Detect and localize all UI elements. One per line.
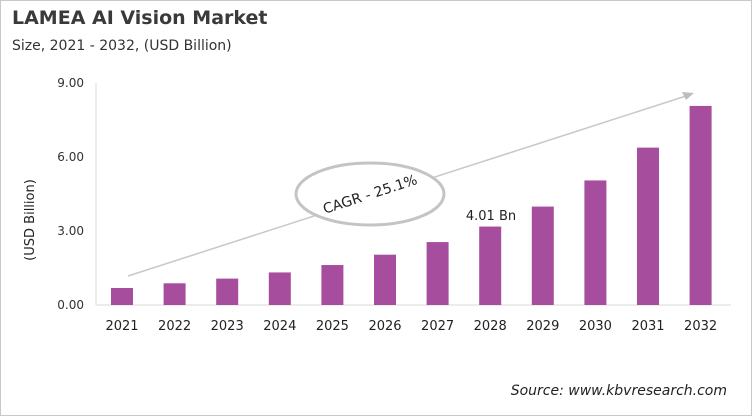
x-tick-label: 2032 — [684, 319, 717, 334]
bar-2021 — [111, 287, 133, 305]
bar-2024 — [268, 272, 291, 305]
bar-2025 — [321, 265, 344, 305]
x-tick-label: 2024 — [263, 319, 296, 334]
x-tick-label: 2021 — [105, 319, 138, 334]
bar-2022 — [163, 283, 186, 305]
bar-2032 — [689, 105, 712, 305]
x-tick-label: 2030 — [579, 319, 612, 334]
bar-2026 — [374, 254, 396, 305]
chart-subtitle: Size, 2021 - 2032, (USD Billion) — [12, 38, 232, 54]
y-axis-label: (USD Billion) — [23, 179, 38, 261]
x-tick-label: 2031 — [631, 319, 664, 334]
bar-2027 — [426, 242, 449, 305]
bar-2030 — [584, 180, 607, 305]
x-tick-label: 2025 — [316, 319, 349, 334]
cagr-ellipse — [294, 161, 446, 227]
bar-2029 — [531, 206, 554, 305]
y-tick-label: 9.00 — [57, 76, 84, 90]
trend-arrow-head — [682, 92, 694, 100]
x-tick-label: 2022 — [158, 319, 191, 334]
x-tick-label: 2028 — [474, 319, 507, 334]
source-note: Source: www.kbvresearch.com — [510, 383, 727, 399]
y-tick-label: 3.00 — [57, 224, 84, 238]
x-tick-label: 2026 — [368, 319, 401, 334]
x-tick-label: 2027 — [421, 319, 454, 334]
bar-2028 — [479, 226, 502, 305]
chart-title: LAMEA AI Vision Market — [12, 7, 268, 29]
x-tick-label: 2023 — [211, 319, 244, 334]
value-label: 4.01 Bn — [466, 209, 516, 224]
bar-2023 — [216, 278, 239, 305]
bar-2031 — [637, 147, 659, 305]
y-tick-label: 6.00 — [57, 150, 84, 164]
x-tick-label: 2029 — [526, 319, 559, 334]
y-tick-label: 0.00 — [57, 298, 84, 312]
